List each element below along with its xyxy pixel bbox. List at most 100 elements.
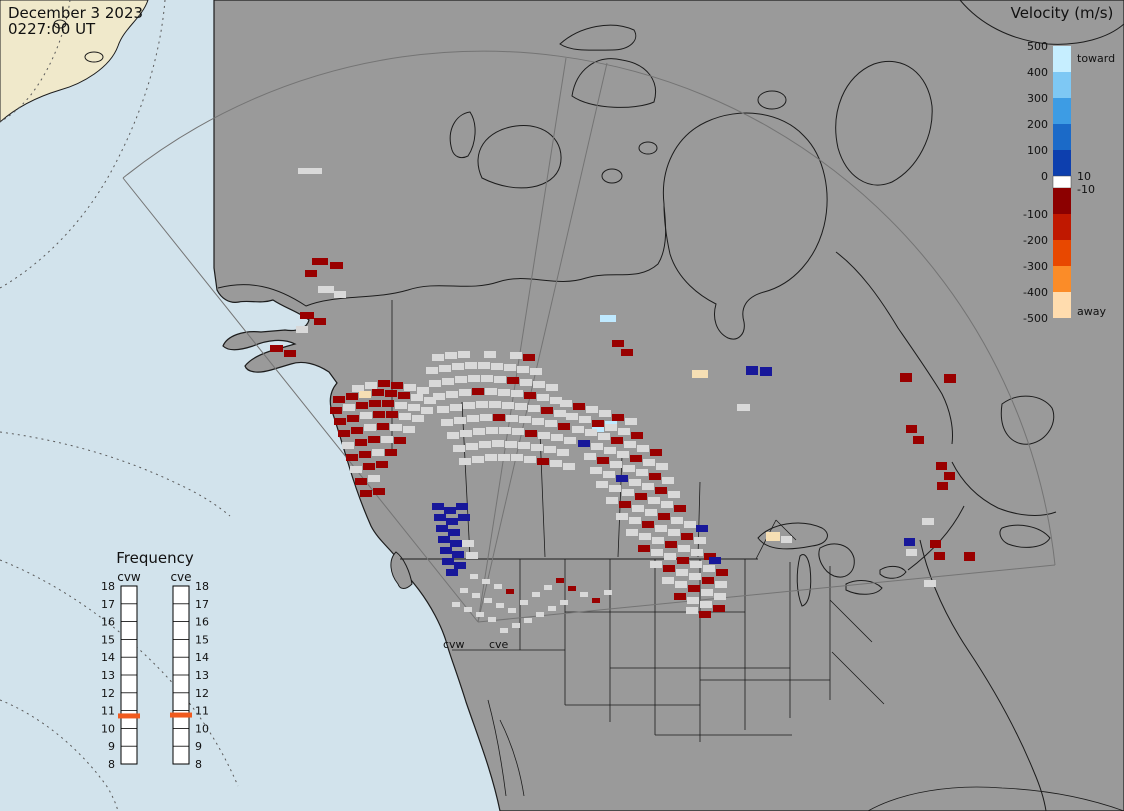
velocity-cell (395, 402, 407, 409)
velocity-cell (355, 439, 367, 446)
prince-of-wales-island (638, 141, 658, 155)
velocity-cell (611, 437, 623, 444)
velocity-cell (517, 366, 529, 373)
frequency-tick-label: 9 (108, 740, 115, 753)
velocity-cell (944, 472, 955, 480)
velocity-cell (906, 549, 917, 556)
velocity-cell (632, 505, 644, 512)
colorbar-zero-gap (1052, 175, 1072, 189)
velocity-cell (689, 573, 701, 580)
velocity-cells-layer (270, 168, 975, 633)
velocity-cell (937, 482, 948, 490)
velocity-cell (703, 565, 715, 572)
velocity-cell (502, 402, 514, 409)
frequency-tick-label: 14 (101, 651, 115, 664)
velocity-cell (930, 540, 941, 548)
velocity-cell (378, 380, 390, 387)
velocity-cell (597, 457, 609, 464)
velocity-cell (618, 428, 630, 435)
velocity-cell (411, 394, 423, 401)
greenland-coast (959, 0, 1124, 45)
frequency-tick-label: 8 (108, 758, 115, 771)
north-america-landmass (213, 0, 1124, 811)
velocity-cell (463, 402, 475, 409)
hudson-bay (662, 112, 828, 340)
velocity-cell (482, 579, 490, 584)
velocity-cell (531, 444, 543, 451)
gulf-of-mexico-coastline (867, 786, 1124, 811)
graticule (0, 0, 239, 811)
velocity-cell (359, 451, 371, 458)
frequency-tick-label: 17 (195, 598, 209, 611)
velocity-cell (681, 533, 693, 540)
velocity-cell (699, 611, 711, 618)
velocity-cell (544, 446, 556, 453)
velocity-cell (510, 352, 522, 359)
velocity-cell (318, 286, 334, 293)
velocity-cell (470, 574, 478, 579)
velocity-cell (591, 443, 603, 450)
frequency-marker (170, 712, 192, 718)
velocity-cell (440, 547, 452, 554)
velocity-cell (360, 490, 372, 497)
velocity-cell (454, 562, 466, 569)
velocity-cell (412, 415, 424, 422)
velocity-cell (330, 262, 343, 269)
lake-erie (845, 580, 883, 595)
velocity-cell (284, 350, 296, 357)
velocity-cell (924, 580, 936, 587)
velocity-cell (504, 364, 516, 371)
velocity-cell (592, 420, 604, 427)
velocity-cell (674, 505, 686, 512)
velocity-cell (466, 552, 478, 559)
threshold-upper-label: 10 (1077, 170, 1091, 183)
velocity-cell (663, 565, 675, 572)
velocity-cell (496, 603, 504, 608)
velocity-cell (678, 545, 690, 552)
velocity-cell (648, 497, 660, 504)
velocity-cell (476, 401, 488, 408)
frequency-columns: 18 17 16 15 14 13 12 11 10 9 8 18 17 16 15 14 13 12 11 10 9 8 (101, 580, 209, 771)
velocity-cell (300, 312, 314, 319)
velocity-cell (433, 393, 445, 400)
velocity-cell (692, 370, 708, 378)
velocity-cell (524, 618, 532, 623)
velocity-cell (664, 553, 676, 560)
velocity-cell (351, 427, 363, 434)
frequency-tick-label: 15 (195, 633, 209, 646)
lake-michigan (796, 554, 812, 607)
velocity-cell (532, 592, 540, 597)
velocity-cell (600, 315, 616, 322)
velocity-cell (541, 407, 553, 414)
velocity-cell (519, 416, 531, 423)
velocity-cell (746, 366, 758, 375)
velocity-cell (585, 429, 597, 436)
velocity-cell (305, 270, 317, 277)
velocity-cell (270, 345, 283, 352)
velocity-cell (347, 415, 359, 422)
velocity-cell (480, 414, 492, 421)
velocity-cell (506, 589, 514, 594)
velocity-cell (355, 478, 367, 485)
velocity-cell (441, 419, 453, 426)
velocity-tick-label: 200 (1027, 118, 1048, 131)
velocity-cell (605, 424, 617, 431)
velocity-cell (550, 397, 562, 404)
velocity-cell (766, 532, 780, 541)
velocity-colorbar: 500 400 300 200 100 0 -100 -200 -300 -400 -500 (1023, 40, 1072, 325)
devon-island (571, 58, 656, 108)
velocity-cell (444, 507, 456, 514)
vancouver-island (390, 551, 413, 589)
velocity-cell (668, 529, 680, 536)
velocity-cell (426, 367, 438, 374)
toward-label: toward (1077, 52, 1115, 65)
velocity-cell (530, 368, 542, 375)
colorbar-toward-segment (1053, 46, 1071, 72)
velocity-cell (498, 454, 510, 461)
velocity-cell (484, 351, 496, 358)
velocity-cell (466, 443, 478, 450)
frequency-legend-title: Frequency (116, 549, 194, 567)
velocity-cell (468, 375, 480, 382)
velocity-cell (464, 607, 472, 612)
